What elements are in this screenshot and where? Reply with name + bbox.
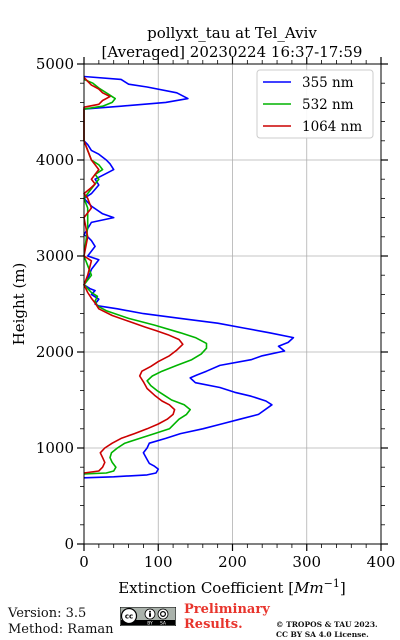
version-text: Version: 3.5 [8, 606, 87, 621]
legend-label-1: 355 nm [302, 75, 354, 91]
y-tick-label: 3000 [36, 247, 74, 265]
cc-logo-by: BY [147, 621, 153, 626]
y-tick-label: 5000 [36, 55, 74, 73]
x-axis-label-exponent: −1 [324, 577, 340, 590]
chart-title-line-1: pollyxt_tau at Tel_Aviv [147, 24, 317, 42]
legend-label-3: 1064 nm [302, 119, 362, 135]
x-tick-label: 300 [292, 553, 321, 571]
y-tick-label: 1000 [36, 439, 74, 457]
series-lines [83, 75, 295, 479]
cc-logo-sa: SA [160, 621, 167, 626]
copyright-line-2: CC BY SA 4.0 License. [276, 630, 369, 639]
series-line-2 [83, 78, 208, 475]
y-tick-label: 4000 [36, 151, 74, 169]
x-tick-label: 0 [79, 553, 89, 571]
y-tick-label: 0 [64, 535, 74, 553]
y-tick-label: 2000 [36, 343, 74, 361]
y-axis-label: Height (m) [10, 263, 28, 346]
legend-label-2: 532 nm [302, 97, 354, 113]
x-axis-label: Extinction Coefficient [Mm−1] [118, 577, 345, 597]
method-text: Method: Raman [8, 622, 114, 637]
x-axis-label-text: Extinction Coefficient [ [118, 579, 294, 597]
preliminary-line-1: Preliminary [184, 602, 270, 617]
x-axis-label-close: ] [340, 579, 346, 597]
chart-title-line-2: [Averaged] 20230224 16:37-17:59 [102, 43, 363, 61]
copyright-notice: © TROPOS & TAU 2023. CC BY SA 4.0 Licens… [276, 620, 378, 640]
x-tick-label: 100 [144, 553, 173, 571]
copyright-line-1: © TROPOS & TAU 2023. [276, 620, 378, 629]
legend-box [256, 69, 374, 139]
cc-logo-cc: cc [125, 613, 133, 621]
legend: 355 nm 532 nm 1064 nm [256, 69, 374, 139]
x-tick-label: 200 [218, 553, 247, 571]
preliminary-results-notice: Preliminary Results. [184, 602, 270, 632]
cc-by-sa-license-icon: cc BY SA [120, 607, 176, 626]
preliminary-line-2: Results. [184, 617, 243, 632]
series-line-3 [83, 76, 184, 474]
x-tick-label: 400 [367, 553, 396, 571]
x-axis-label-unit: Mm [293, 579, 324, 597]
axis-ticks [77, 57, 388, 551]
